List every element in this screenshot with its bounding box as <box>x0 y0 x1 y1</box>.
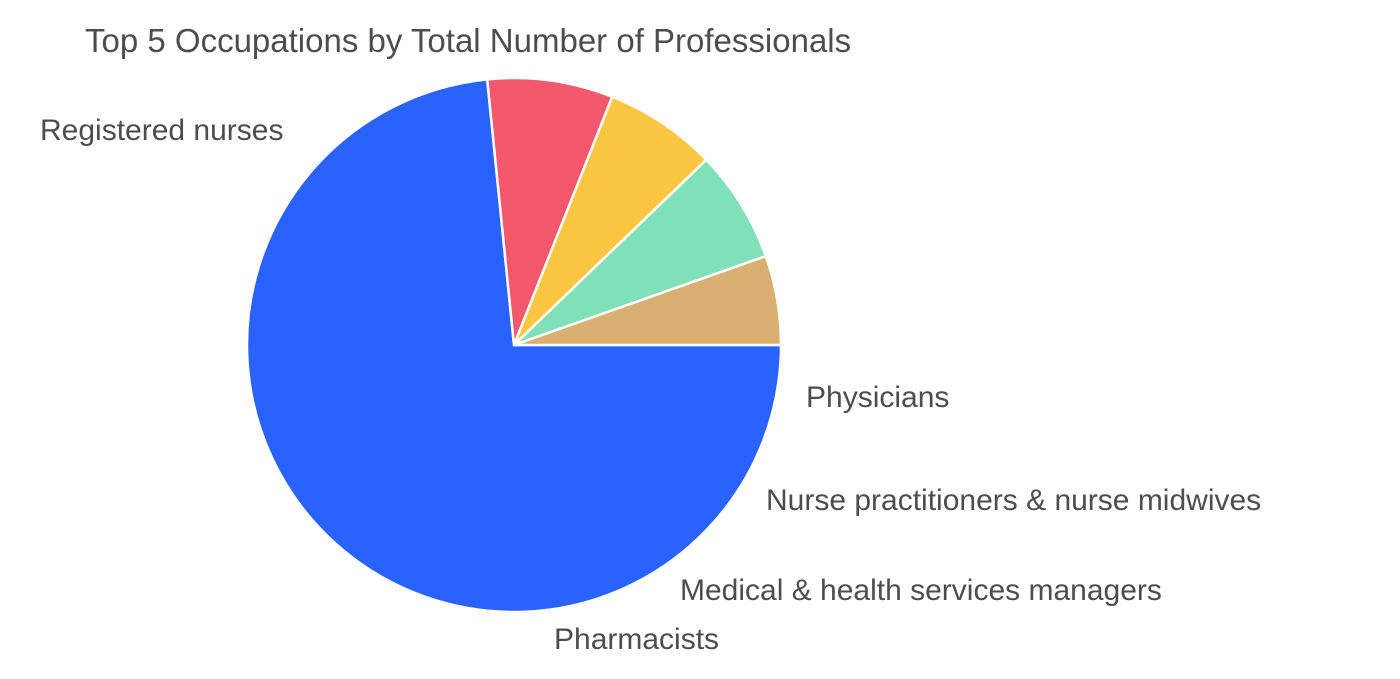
slice-label-registered-nurses: Registered nurses <box>40 114 283 147</box>
pie-slice-nurse-practitioners-nurse-midwives <box>512 158 768 347</box>
pie-slice-medical-health-services-managers <box>512 95 708 347</box>
chart-title: Top 5 Occupations by Total Number of Pro… <box>85 22 852 59</box>
slice-label-pharmacists: Pharmacists <box>554 623 719 656</box>
pie-slice-pharmacists <box>485 76 614 347</box>
pie-slice-physicians <box>512 254 783 347</box>
pie-labels: Registered nurses Pharmacists Medical & he… <box>40 114 1261 656</box>
slice-label-physicians: Physicians <box>806 381 949 414</box>
slice-label-medical-health-services-managers: Medical & health services managers <box>680 574 1162 607</box>
slice-label-nurse-practitioners-nurse-midwives: Nurse practitioners & nurse midwives <box>766 484 1261 517</box>
pie-slices <box>245 76 783 614</box>
